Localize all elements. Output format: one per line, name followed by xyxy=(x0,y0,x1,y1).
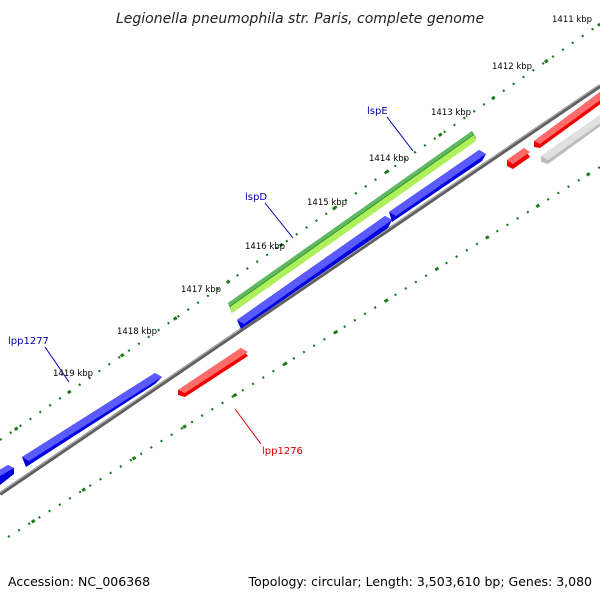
tick-label-1411: 1411 kbp xyxy=(552,15,592,25)
backbone xyxy=(0,84,600,496)
gene-rna-green-top xyxy=(228,131,474,306)
gene-lpp1276-top xyxy=(178,348,248,393)
tick-label-1413: 1413 kbp xyxy=(431,108,471,118)
outer-tick-arc xyxy=(0,22,600,442)
gene-forward-edge-top xyxy=(0,465,14,476)
gene-label-lpp1277[interactable]: lpp1277 xyxy=(8,336,49,347)
gene-label-leaders xyxy=(44,116,414,445)
tick-label-1416: 1416 kbp xyxy=(245,242,285,252)
genome-summary-text: Topology: circular; Length: 3,503,610 bp… xyxy=(248,574,592,589)
figure-title: Legionella pneumophila str. Paris, compl… xyxy=(116,11,484,27)
inner-tick-dots xyxy=(7,166,600,538)
backbone-line xyxy=(0,84,600,496)
accession-text: Accession: NC_006368 xyxy=(8,574,150,589)
tick-label-1418: 1418 kbp xyxy=(117,327,157,337)
kbp-tick-labels: 1411 kbp 1412 kbp 1413 kbp 1414 kbp 1415… xyxy=(53,15,592,379)
tick-label-1412: 1412 kbp xyxy=(492,62,532,72)
gene-labels: lspE lspD lpp1277 lpp1276 xyxy=(8,106,388,457)
gene-reverse-small-top xyxy=(507,148,530,164)
gene-label-lpp1276[interactable]: lpp1276 xyxy=(262,446,303,457)
reverse-strand-genes xyxy=(178,92,600,397)
leader-lpp1276 xyxy=(234,408,262,445)
gene-label-lspD[interactable]: lspD xyxy=(245,192,267,203)
leader-lspE xyxy=(386,116,414,152)
gene-lspD-top xyxy=(237,216,392,324)
gene-lspE-top xyxy=(389,150,486,216)
forward-strand-genes xyxy=(0,150,486,485)
inner-tick-arc xyxy=(7,165,600,539)
tick-label-1417: 1417 kbp xyxy=(181,285,221,295)
gene-reverse-edge-top xyxy=(534,92,600,144)
rna-gene xyxy=(228,131,476,313)
leader-lpp1277 xyxy=(44,346,70,383)
gene-lpp1277-top xyxy=(22,373,162,461)
tick-label-1419: 1419 kbp xyxy=(53,369,93,379)
leader-lspD xyxy=(264,202,294,239)
gene-pseudo-edge-top xyxy=(541,115,600,160)
tick-label-1415: 1415 kbp xyxy=(307,198,347,208)
gene-label-lspE[interactable]: lspE xyxy=(367,106,388,117)
outer-tick-dots xyxy=(0,23,600,441)
gene-rna-green-light xyxy=(230,135,476,313)
tick-label-1414: 1414 kbp xyxy=(369,154,409,164)
backbone-highlight xyxy=(0,84,600,493)
